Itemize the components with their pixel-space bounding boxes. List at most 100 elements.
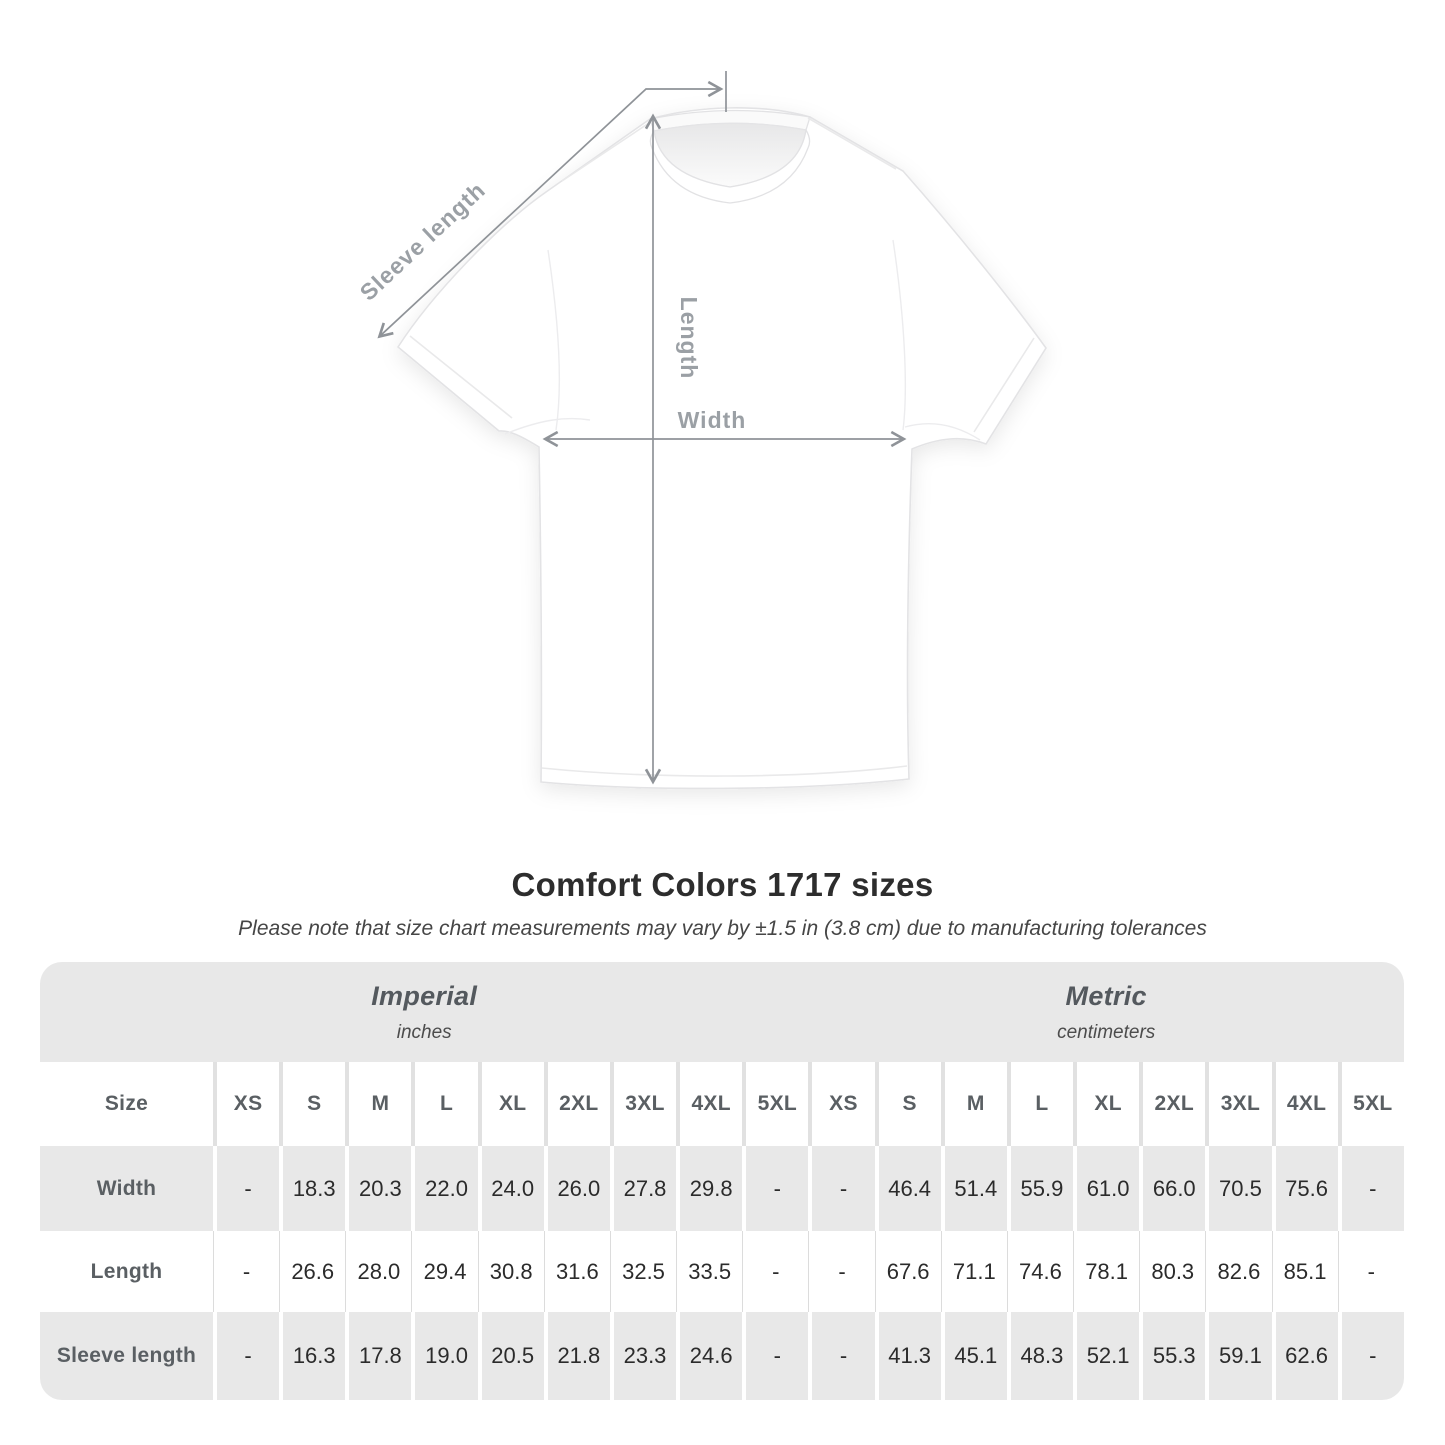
size-value-cell: - — [808, 1146, 875, 1231]
size-col-header-imperial-3xl: 3XL — [609, 1062, 677, 1146]
size-value-cell: 55.9 — [1006, 1146, 1074, 1231]
size-header-row: Size XS S M L XL 2XL 3XL 4XL 5XL XS S M L XL 2XL 3XL 4XL 5… — [40, 1062, 1404, 1146]
size-value-cell: 28.0 — [345, 1231, 412, 1312]
size-value-cell: - — [213, 1231, 280, 1312]
size-chart-table: Imperial inches Metric centimeters Size XS S M L… — [40, 962, 1404, 1400]
size-value-cell: 48.3 — [1006, 1312, 1074, 1400]
size-col-header-imperial-xs: XS — [213, 1062, 280, 1146]
size-value-cell: 30.8 — [477, 1231, 544, 1312]
measurement-row-width: Width -18.3 20.3 22.0 24.0 26.0 27.8 29.8- -46.4… — [40, 1146, 1404, 1231]
page-title: Comfort Colors 1717 sizes — [511, 866, 934, 903]
size-value-cell: - — [808, 1312, 875, 1400]
size-value-cell: 71.1 — [940, 1231, 1007, 1312]
left-cuff-seam — [409, 335, 513, 419]
size-col-header-metric-m: M — [940, 1062, 1007, 1146]
size-value-cell: 75.6 — [1271, 1146, 1338, 1231]
left-underarm-fold — [504, 417, 591, 435]
length-annotation: Length — [644, 113, 702, 785]
size-value-cell: 78.1 — [1073, 1231, 1140, 1312]
length-label: Length — [676, 297, 702, 380]
size-value-cell: 20.5 — [477, 1312, 544, 1400]
right-shoulder-seam — [807, 117, 897, 170]
section-name: Imperial — [371, 980, 478, 1011]
size-value-cell: 23.3 — [609, 1312, 677, 1400]
size-value-cell: 16.3 — [279, 1312, 346, 1400]
size-value-cell: 61.0 — [1073, 1146, 1140, 1231]
size-value-cell: 24.0 — [477, 1146, 544, 1231]
hem-seam — [541, 765, 908, 777]
row-label: Sleeve length — [40, 1312, 213, 1400]
size-value-cell: 70.5 — [1205, 1146, 1272, 1231]
size-value-cell: 21.8 — [543, 1312, 610, 1400]
size-value-cell: 55.3 — [1139, 1312, 1206, 1400]
size-col-header-metric-xl: XL — [1073, 1062, 1140, 1146]
section-unit: centimeters — [1057, 1021, 1156, 1043]
tshirt-measurement-diagram: Sleeve length Length Width — [355, 71, 1047, 790]
size-col-header-imperial-xl: XL — [477, 1062, 544, 1146]
right-drape-fold — [892, 239, 907, 431]
size-value-cell: 66.0 — [1139, 1146, 1206, 1231]
size-value-cell: 80.3 — [1139, 1231, 1206, 1312]
size-col-header-imperial-s: S — [279, 1062, 346, 1146]
size-value-cell: 52.1 — [1073, 1312, 1140, 1400]
size-value-cell: - — [742, 1312, 809, 1400]
section-header-imperial: Imperial inches — [40, 962, 809, 1062]
tolerance-note: Please note that size chart measurements… — [238, 917, 1207, 940]
size-value-cell: - — [1337, 1146, 1404, 1231]
size-value-cell: 62.6 — [1271, 1312, 1338, 1400]
width-annotation: Width — [542, 407, 907, 448]
size-value-cell: 17.8 — [345, 1312, 412, 1400]
size-value-cell: - — [1337, 1312, 1404, 1400]
sleeve-length-arrow — [377, 80, 724, 339]
size-col-header-imperial-m: M — [345, 1062, 412, 1146]
size-value-cell: 29.4 — [411, 1231, 478, 1312]
unit-band-row: Imperial inches Metric centimeters — [40, 962, 1404, 1062]
size-value-cell: 22.0 — [411, 1146, 478, 1231]
size-value-cell: - — [1337, 1231, 1404, 1312]
size-value-cell: 24.6 — [676, 1312, 743, 1400]
tshirt-illustration — [396, 107, 1047, 790]
size-value-cell: 46.4 — [874, 1146, 941, 1231]
section-unit: inches — [396, 1021, 452, 1043]
size-value-cell: 59.1 — [1205, 1312, 1272, 1400]
size-value-cell: 45.1 — [940, 1312, 1007, 1400]
table-head: Imperial inches Metric centimeters Size XS S M L… — [40, 962, 1404, 1146]
size-col-header-imperial-2xl: 2XL — [543, 1062, 610, 1146]
size-col-header-metric-xs: XS — [808, 1062, 875, 1146]
size-value-cell: 74.6 — [1006, 1231, 1074, 1312]
measurement-row-sleeve-length: Sleeve length - 16.3 17.8 19.0 20.5 21.8 23.3 24… — [40, 1312, 1404, 1400]
size-col-header-imperial-4xl: 4XL — [676, 1062, 743, 1146]
size-value-cell: - — [213, 1146, 280, 1231]
size-col-header-metric-l: L — [1006, 1062, 1074, 1146]
size-value-cell: 32.5 — [609, 1231, 677, 1312]
size-col-header-metric-s: S — [874, 1062, 941, 1146]
size-value-cell: - — [808, 1231, 875, 1312]
size-col-header-metric-2xl: 2XL — [1139, 1062, 1206, 1146]
right-cuff-seam — [973, 337, 1035, 433]
row-label: Length — [40, 1231, 213, 1312]
size-col-header-imperial-5xl: 5XL — [742, 1062, 809, 1146]
size-value-cell: 27.8 — [609, 1146, 677, 1231]
size-value-cell: 41.3 — [874, 1312, 941, 1400]
size-value-cell: - — [742, 1146, 809, 1231]
size-value-cell: 19.0 — [411, 1312, 478, 1400]
size-col-header-imperial-l: L — [411, 1062, 478, 1146]
size-col-header-metric-5xl: 5XL — [1337, 1062, 1404, 1146]
size-col-header-metric-3xl: 3XL — [1205, 1062, 1272, 1146]
row-label: Width — [40, 1146, 213, 1231]
size-value-cell: 82.6 — [1205, 1231, 1272, 1312]
size-col-header-metric-4xl: 4XL — [1271, 1062, 1338, 1146]
size-value-cell: 20.3 — [345, 1146, 412, 1231]
tshirt-diagram-svg: Sleeve length Length Width — [355, 71, 1047, 790]
size-value-cell: 18.3 — [279, 1146, 346, 1231]
size-value-cell: 29.8 — [676, 1146, 743, 1231]
size-value-cell: 33.5 — [676, 1231, 743, 1312]
size-value-cell: 26.6 — [279, 1231, 346, 1312]
table-body: Width -18.3 20.3 22.0 24.0 26.0 27.8 29.8- -46.4… — [40, 1146, 1404, 1400]
measurement-row-length: Length -26.6 28.0 29.4 30.8 31.6 32.5 33.5- -67.… — [40, 1231, 1404, 1312]
section-header-metric: Metric centimeters — [808, 962, 1404, 1062]
size-value-cell: 26.0 — [543, 1146, 610, 1231]
size-value-cell: 85.1 — [1271, 1231, 1338, 1312]
size-corner-header: Size — [40, 1062, 213, 1146]
